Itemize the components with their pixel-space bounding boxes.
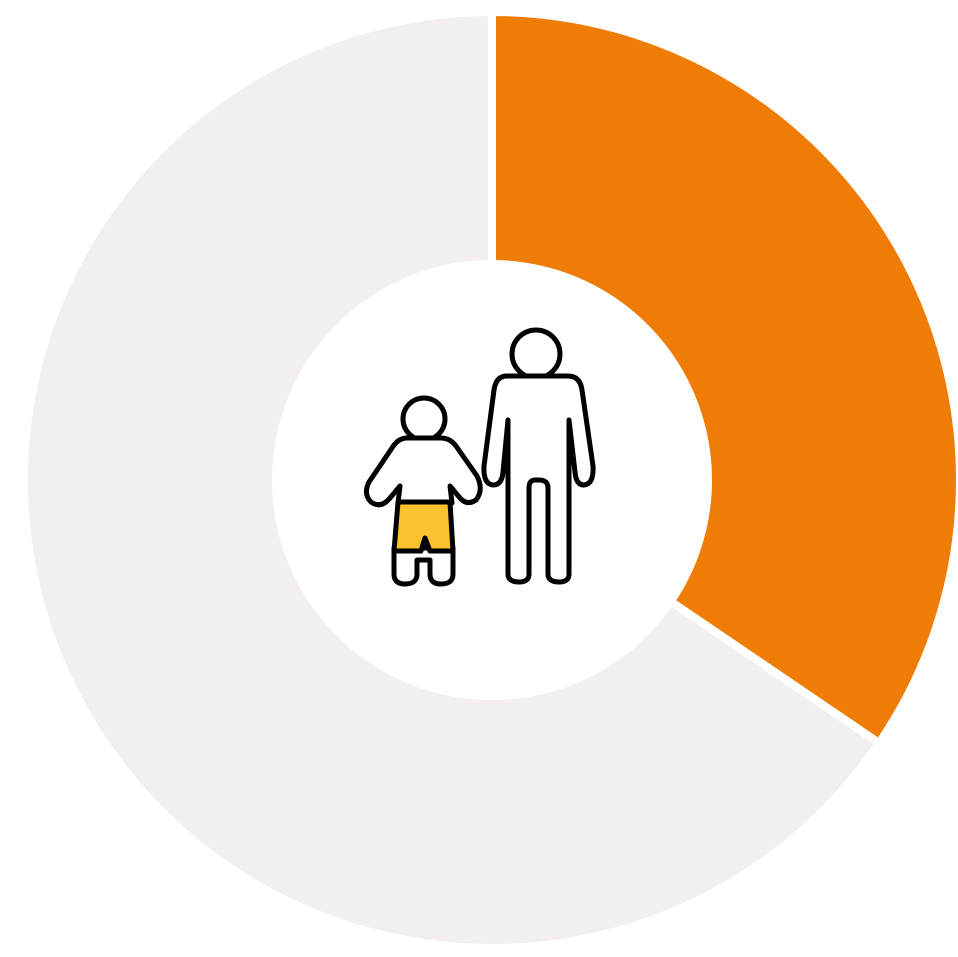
adult-and-child-icon	[363, 327, 596, 587]
child-shorts-icon	[391, 499, 456, 554]
child-figure-icon	[363, 395, 483, 587]
adult-figure-icon	[481, 327, 596, 585]
donut-slice-2	[20, 7, 885, 952]
